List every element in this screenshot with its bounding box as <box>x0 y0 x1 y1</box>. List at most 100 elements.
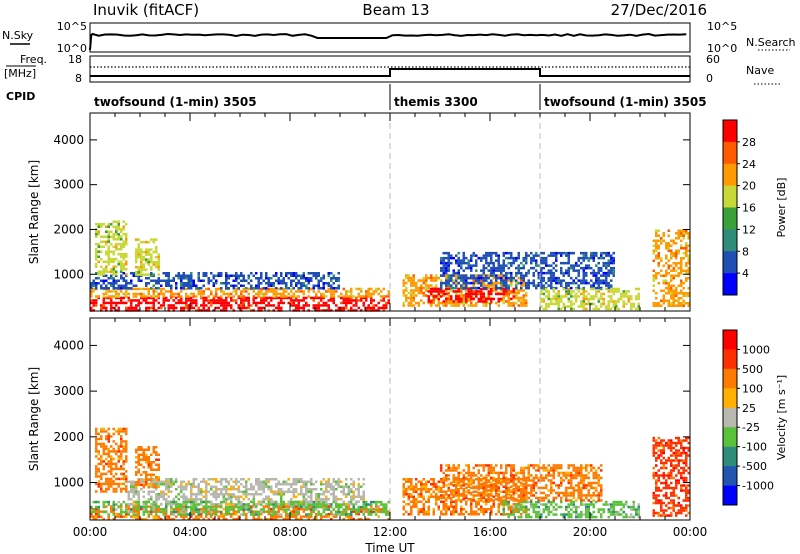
data-cell <box>145 268 148 271</box>
data-cell <box>125 295 128 298</box>
data-cell <box>440 286 443 290</box>
data-cell <box>500 276 503 280</box>
data-cell <box>427 505 430 508</box>
data-cell <box>410 291 413 295</box>
data-cell <box>525 495 528 498</box>
data-cell <box>470 292 473 296</box>
data-cell <box>97 250 100 253</box>
data-cell <box>260 512 263 516</box>
data-cell <box>410 289 413 292</box>
data-cell <box>137 255 140 259</box>
data-cell <box>235 277 238 280</box>
data-cell <box>147 493 150 496</box>
data-cell <box>577 269 580 272</box>
data-cell <box>275 287 278 290</box>
data-cell <box>200 493 203 496</box>
data-cell <box>150 498 153 501</box>
data-cell <box>347 309 350 312</box>
data-cell <box>665 272 668 275</box>
data-cell <box>167 485 170 488</box>
data-cell <box>245 493 248 496</box>
data-cell <box>162 301 165 305</box>
data-cell <box>585 271 588 275</box>
data-cell <box>540 259 543 262</box>
data-cell <box>432 301 435 305</box>
data-cell <box>312 306 315 310</box>
data-cell <box>412 299 415 302</box>
data-cell <box>515 284 518 287</box>
data-cell <box>495 274 498 277</box>
data-cell <box>475 281 478 285</box>
data-cell <box>405 289 408 292</box>
data-cell <box>132 292 135 296</box>
data-cell <box>215 508 218 511</box>
data-cell <box>232 309 235 312</box>
data-cell <box>532 259 535 262</box>
data-cell <box>155 295 158 298</box>
data-cell <box>380 290 383 293</box>
data-cell <box>170 304 173 307</box>
data-cell <box>150 253 153 256</box>
data-cell <box>135 508 138 511</box>
data-cell <box>430 279 433 282</box>
data-cell <box>187 274 190 277</box>
data-cell <box>457 281 460 285</box>
data-cell <box>612 261 615 265</box>
data-cell <box>667 249 670 252</box>
data-cell <box>505 264 508 267</box>
data-cell <box>165 508 168 511</box>
data-cell <box>245 287 248 290</box>
data-cell <box>355 287 358 291</box>
data-cell <box>427 500 430 503</box>
data-cell <box>622 305 625 308</box>
data-cell <box>95 243 98 246</box>
data-cell <box>412 488 415 491</box>
data-cell <box>607 274 610 277</box>
data-cell <box>330 292 333 296</box>
data-cell <box>312 483 315 486</box>
data-cell <box>120 487 123 491</box>
data-cell <box>452 510 455 513</box>
data-cell <box>232 284 235 287</box>
data-cell <box>405 274 408 277</box>
data-cell <box>440 261 443 265</box>
data-cell <box>140 270 143 274</box>
data-cell <box>440 290 443 293</box>
data-cell <box>180 279 183 282</box>
data-cell <box>122 301 125 305</box>
data-cell <box>357 490 360 493</box>
data-cell <box>95 304 98 307</box>
data-cell <box>177 510 180 513</box>
data-cell <box>327 309 330 312</box>
data-cell <box>110 460 113 463</box>
data-cell <box>512 256 515 260</box>
data-cell <box>520 289 523 292</box>
data-cell <box>105 477 108 481</box>
data-cell <box>135 451 138 454</box>
data-cell <box>510 254 513 257</box>
data-cell <box>215 493 218 496</box>
data-cell <box>222 290 225 293</box>
data-cell <box>490 290 493 293</box>
data-cell <box>242 498 245 501</box>
data-cell <box>440 266 443 270</box>
data-cell <box>155 510 158 514</box>
data-cell <box>485 279 488 282</box>
data-cell <box>225 498 228 501</box>
data-cell <box>152 503 155 506</box>
data-cell <box>370 505 373 508</box>
data-cell <box>210 272 213 275</box>
data-cell <box>432 508 435 511</box>
data-cell <box>370 296 373 300</box>
data-cell <box>327 480 330 483</box>
data-cell <box>260 277 263 280</box>
data-cell <box>597 307 600 311</box>
y-tick-label: 4000 <box>53 133 84 147</box>
data-cell <box>600 256 603 260</box>
data-cell <box>502 279 505 282</box>
data-cell <box>665 274 668 277</box>
data-cell <box>565 284 568 287</box>
data-cell <box>182 508 185 511</box>
data-cell <box>115 248 118 251</box>
data-cell <box>130 279 133 282</box>
